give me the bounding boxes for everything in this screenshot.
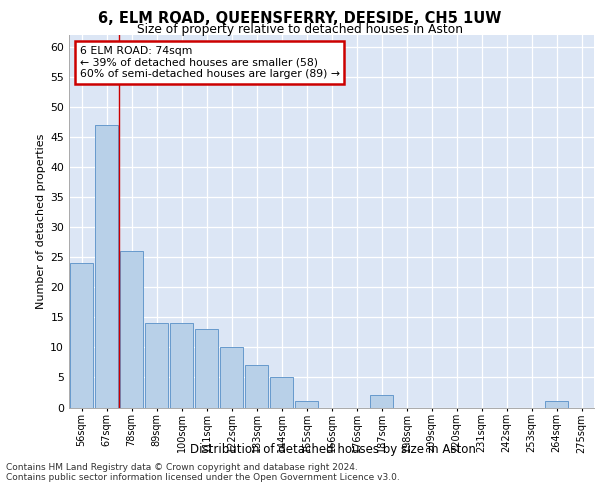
Bar: [195, 330, 218, 407]
Bar: [220, 348, 243, 408]
Bar: [545, 402, 568, 407]
Bar: [370, 396, 393, 407]
Bar: [295, 402, 318, 407]
Bar: [70, 264, 93, 408]
Bar: [95, 125, 118, 408]
Text: Contains HM Land Registry data © Crown copyright and database right 2024.: Contains HM Land Registry data © Crown c…: [6, 462, 358, 471]
Text: Distribution of detached houses by size in Aston: Distribution of detached houses by size …: [190, 442, 476, 456]
Text: Size of property relative to detached houses in Aston: Size of property relative to detached ho…: [137, 22, 463, 36]
Bar: [120, 252, 143, 408]
Text: Contains public sector information licensed under the Open Government Licence v3: Contains public sector information licen…: [6, 472, 400, 482]
Bar: [270, 378, 293, 408]
Bar: [170, 324, 193, 407]
Bar: [245, 366, 268, 408]
Text: 6, ELM ROAD, QUEENSFERRY, DEESIDE, CH5 1UW: 6, ELM ROAD, QUEENSFERRY, DEESIDE, CH5 1…: [98, 11, 502, 26]
Text: 6 ELM ROAD: 74sqm
← 39% of detached houses are smaller (58)
60% of semi-detached: 6 ELM ROAD: 74sqm ← 39% of detached hous…: [79, 46, 340, 80]
Bar: [145, 324, 168, 407]
Y-axis label: Number of detached properties: Number of detached properties: [36, 134, 46, 309]
